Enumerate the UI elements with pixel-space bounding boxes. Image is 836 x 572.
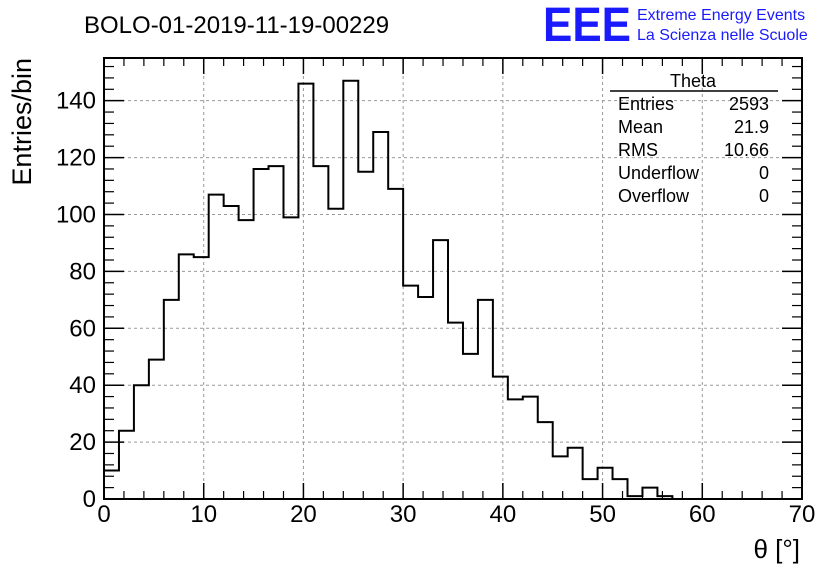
stats-label: Entries (618, 94, 674, 114)
y-tick-label: 60 (69, 315, 96, 342)
y-tick-label: 100 (56, 201, 96, 228)
x-tick-label: 40 (490, 501, 517, 528)
x-axis-label: θ [°] (753, 534, 800, 564)
plot-frame (103, 57, 803, 500)
stats-label: Overflow (618, 186, 690, 206)
stats-box: Theta Entries 2593 Mean 21.9 RMS 10.66 Underfl… (610, 71, 778, 206)
y-axis-label: Entries/bin (7, 58, 37, 186)
x-tick-label: 50 (589, 501, 616, 528)
stats-value: 21.9 (734, 117, 769, 137)
histogram-line (103, 79, 793, 500)
logo-mark: EEE (543, 0, 631, 52)
stats-value: 0 (759, 163, 769, 183)
x-tick-label: 70 (789, 501, 816, 528)
chart-title: BOLO-01-2019-11-19-00229 (84, 12, 389, 39)
stats-value: 0 (759, 186, 769, 206)
stats-label: RMS (618, 140, 658, 160)
x-tick-label: 20 (290, 501, 317, 528)
stats-title: Theta (670, 71, 717, 91)
x-tick-label: 30 (390, 501, 417, 528)
stats-rows: Entries 2593 Mean 21.9 RMS 10.66 Underflow 0 Ove… (618, 94, 769, 206)
eee-logo: EEE Extreme Energy Events La Scienza nel… (543, 0, 808, 52)
y-tick-label: 0 (83, 486, 96, 513)
stats-label: Underflow (618, 163, 700, 183)
stats-value: 10.66 (724, 140, 769, 160)
y-tick-label: 40 (69, 372, 96, 399)
axis-ticks (103, 58, 803, 500)
y-tick-label: 80 (69, 258, 96, 285)
logo-line2: La Scienza nelle Scuole (637, 27, 808, 44)
y-tick-label: 20 (69, 429, 96, 456)
grid-lines (104, 58, 802, 499)
x-tick-label: 10 (190, 501, 217, 528)
x-tick-label: 0 (97, 501, 110, 528)
stats-label: Mean (618, 117, 663, 137)
stats-value: 2593 (729, 94, 769, 114)
x-tick-label: 60 (689, 501, 716, 528)
logo-line1: Extreme Energy Events (637, 7, 805, 24)
y-tick-label: 140 (56, 88, 96, 115)
tick-labels: 0 10 20 30 40 50 60 70 0 20 40 60 80 100 120 140 (56, 88, 815, 528)
y-tick-label: 120 (56, 145, 96, 172)
